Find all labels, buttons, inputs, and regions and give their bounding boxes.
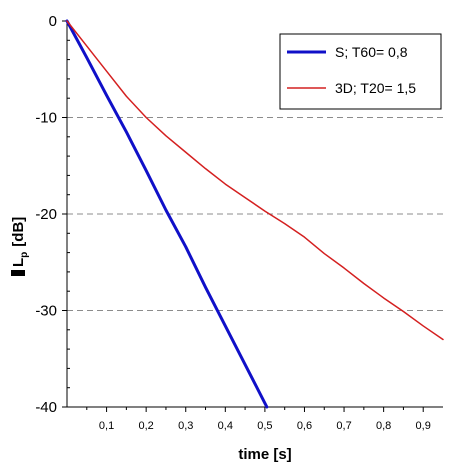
- series-lines: [65, 19, 444, 409]
- x-tick-label: 0,3: [178, 420, 193, 432]
- y-axis-title-marker: [11, 270, 25, 276]
- y-axis-title: Lp [dB]: [10, 217, 30, 276]
- tick-labels: 0 -10 -20 -30 -40 0,1 0,2 0,3 0,4 0,5 0,6 0,7 0,8 0,9: [35, 13, 431, 432]
- legend: S; T60= 0,8 3D; T20= 1,5: [279, 33, 442, 110]
- x-tick-label: 0,4: [218, 420, 233, 432]
- legend-label-3d: 3D; T20= 1,5: [335, 80, 416, 96]
- x-tick-label: 0,1: [99, 420, 114, 432]
- x-tick-label: 0,2: [139, 420, 154, 432]
- x-axis-title: time [s]: [238, 446, 291, 463]
- y-axis-title-unit: [dB]: [10, 217, 27, 247]
- legend-box: [279, 33, 442, 110]
- series-line-3d: [66, 20, 444, 341]
- y-tick-label: -10: [35, 110, 57, 127]
- y-tick-label: -40: [35, 399, 57, 416]
- y-axis-title-sub: p: [19, 252, 30, 258]
- series-line-s: [65, 19, 269, 409]
- x-tick-label: 0,8: [376, 420, 391, 432]
- x-tick-label: 0,7: [336, 420, 351, 432]
- x-tick-label: 0,9: [416, 420, 431, 432]
- tick-marks: [62, 20, 424, 412]
- y-axis-title-main: L: [10, 258, 27, 267]
- x-tick-label: 0,5: [257, 420, 272, 432]
- y-tick-label: -20: [35, 206, 57, 223]
- svg-text:Lp[dB]: Lp [dB]: [10, 217, 30, 267]
- y-tick-label: 0: [49, 13, 57, 30]
- grid-lines: [67, 117, 443, 311]
- legend-label-s: S; T60= 0,8: [335, 44, 408, 60]
- x-tick-label: 0,6: [297, 420, 312, 432]
- y-tick-label: -30: [35, 303, 57, 320]
